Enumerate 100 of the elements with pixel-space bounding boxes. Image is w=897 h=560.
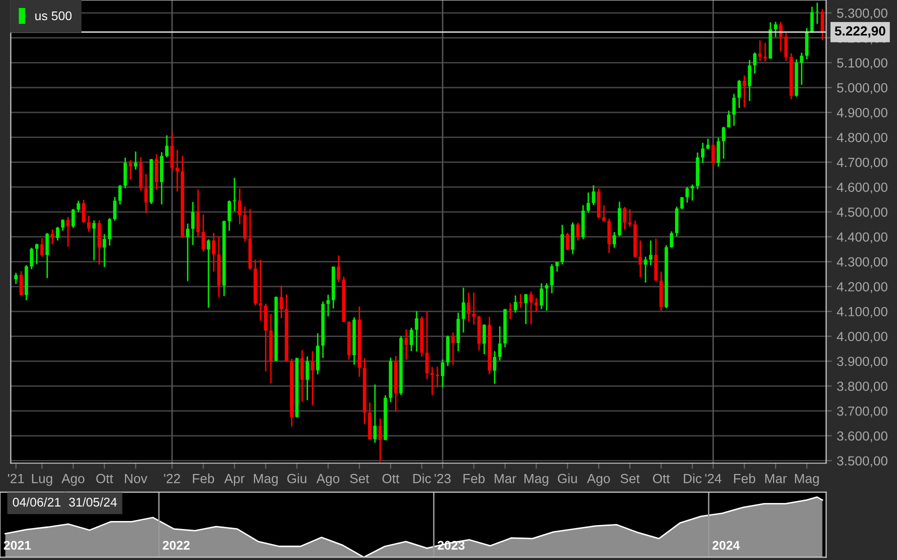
y-tick-label: 4.000,00 — [836, 332, 888, 343]
y-tick-label: 4.100,00 — [836, 306, 888, 318]
candlestick — [19, 270, 23, 296]
annotation: 04/06/21 — [12, 497, 60, 507]
candlestick — [102, 234, 106, 268]
candlestick — [701, 142, 704, 164]
annotation: 31/05/24 — [69, 497, 117, 507]
candlestick — [430, 366, 434, 396]
x-tick-label: Giu — [287, 474, 306, 484]
candlestick — [212, 232, 216, 272]
x-tick-label: Set — [350, 474, 370, 484]
candlestick — [602, 204, 606, 222]
candlestick — [816, 2, 819, 25]
x-tick-label: '23 — [434, 474, 451, 484]
candlestick — [774, 21, 778, 38]
candlestick — [492, 350, 496, 384]
x-tick-label: Apr — [224, 474, 245, 486]
candlestick — [498, 326, 502, 362]
candlestick — [612, 231, 616, 248]
candlestick — [544, 282, 548, 312]
candlestick — [685, 186, 689, 204]
candlestick — [280, 284, 284, 319]
candlestick — [779, 21, 783, 52]
candlestick — [716, 137, 720, 168]
candlestick — [753, 52, 756, 74]
candlestick — [165, 134, 169, 158]
candlestick — [534, 297, 538, 312]
x-tick-label: Dic — [413, 474, 431, 484]
y-tick-label: 4.900,00 — [836, 108, 888, 119]
x-tick-label: 2022 — [162, 540, 190, 550]
candlestick — [742, 74, 746, 108]
x-tick-label: Feb — [464, 474, 485, 484]
x-tick-label: Ott — [652, 474, 670, 484]
x-tick-label: '24 — [705, 474, 722, 484]
candlestick — [628, 208, 632, 228]
candlestick — [326, 294, 330, 318]
candlestick — [61, 218, 65, 232]
candlestick — [186, 222, 190, 282]
y-tick-label: 3.900,00 — [837, 356, 888, 368]
y-tick-label: 3.600,00 — [837, 431, 888, 442]
candlestick — [508, 302, 512, 320]
candlestick — [40, 238, 44, 258]
candlestick — [336, 254, 340, 283]
candlestick — [238, 188, 242, 226]
candlestick — [154, 154, 158, 190]
x-tick-label: Giu — [558, 474, 577, 484]
candlestick — [800, 52, 804, 86]
candlestick — [134, 150, 138, 170]
candlestick — [440, 358, 444, 388]
candlestick — [649, 240, 652, 266]
x-tick-label: Mar — [765, 474, 787, 484]
candlestick — [82, 199, 86, 224]
x-tick-label: Set — [620, 474, 640, 484]
x-tick-label: Mag — [524, 474, 548, 486]
candlestick — [680, 196, 684, 210]
candlestick — [124, 156, 127, 189]
candlestick — [113, 196, 117, 222]
y-tick-label: 4.200,00 — [836, 282, 888, 293]
candlestick — [711, 143, 715, 168]
candlestick — [243, 206, 247, 242]
candlestick — [514, 294, 518, 314]
x-tick-label: Dic — [684, 474, 702, 484]
x-tick-label: Lug — [32, 474, 52, 486]
candlestick — [87, 214, 91, 233]
candlestick — [466, 292, 470, 322]
x-tick-label: '21 — [8, 474, 24, 484]
candlestick — [462, 287, 466, 334]
y-tick-label: 4.300,00 — [836, 257, 888, 268]
y-tick-label: 3.700,00 — [837, 406, 888, 418]
candlestick — [524, 293, 528, 325]
x-tick-label: 2024 — [712, 540, 740, 550]
candlestick — [30, 247, 34, 270]
candlestick — [191, 201, 195, 246]
y-tick-label: 5.000,00 — [837, 83, 888, 94]
x-tick-label: Mag — [795, 474, 819, 486]
candlestick — [128, 159, 132, 180]
x-tick-label: Mag — [254, 474, 278, 486]
y-tick-label: 4.600,00 — [836, 182, 888, 194]
candlestick — [748, 59, 752, 102]
candlestick — [45, 232, 49, 279]
x-tick-label: Nov — [124, 474, 148, 484]
y-tick-label: 4.500,00 — [836, 207, 888, 218]
x-tick-label: Ago — [586, 474, 610, 486]
x-tick-label: Feb — [734, 474, 756, 484]
candlestick — [176, 149, 179, 192]
candlestick — [404, 328, 408, 360]
candlestick — [76, 200, 80, 213]
y-tick-label: 5.300,00 — [837, 8, 888, 20]
candlestick — [550, 263, 554, 294]
candlestick — [50, 228, 54, 245]
x-tick-label: Ott — [382, 474, 400, 484]
candlestick — [35, 243, 38, 265]
candlestick — [763, 42, 767, 62]
candlestick — [805, 27, 809, 60]
x-tick-label: '22 — [164, 474, 180, 484]
candlestick — [586, 192, 590, 214]
candlestick — [300, 349, 304, 402]
candlestick — [196, 188, 200, 238]
candlestick — [737, 79, 741, 109]
candlestick — [170, 132, 174, 172]
